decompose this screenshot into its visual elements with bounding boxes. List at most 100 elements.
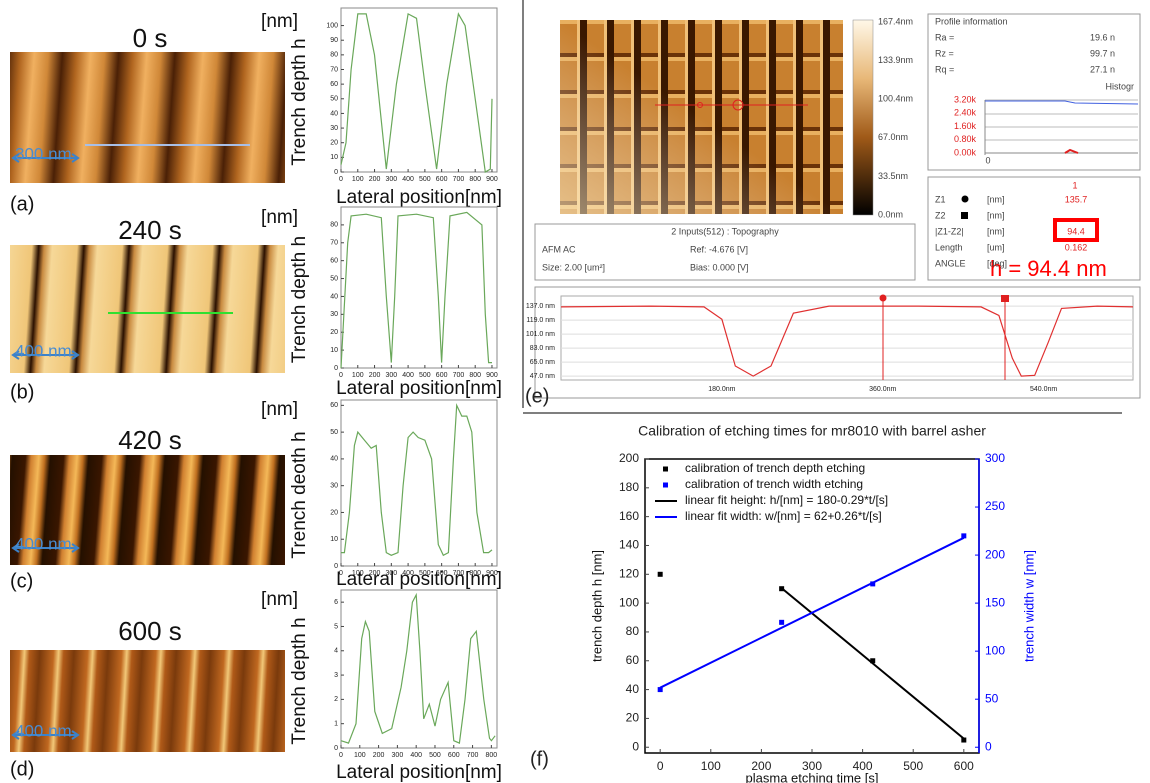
info-key: Rz = [935, 48, 954, 58]
x-tick-label: 0 [339, 372, 343, 379]
x-axis-label: Lateral position[nm] [336, 187, 502, 208]
cursor-box [927, 176, 1141, 281]
x-tick-label: 400 [402, 372, 414, 379]
x-tick-label: 0 [339, 752, 343, 759]
scale-bar-label: 300 nm [15, 144, 72, 163]
y-tick-label: 5 [334, 623, 338, 630]
cursor-marker [697, 102, 703, 108]
legend-label: linear fit height: h/[nm] = 180-0.29*t/[… [685, 493, 888, 507]
x-tick-label: 900 [486, 570, 498, 577]
input-size: Size: 2.00 [um²] [542, 262, 605, 272]
y-axis-label: Trench deoth h [289, 431, 310, 558]
x-tick-label: 540.0nm [1030, 386, 1057, 393]
cursor-marker [732, 99, 744, 111]
x-tick-label: 200 [369, 570, 381, 577]
y-tick-label: 80 [626, 624, 640, 638]
x-tick-label: 300 [385, 176, 397, 183]
hist-tick-label: 2.40k [954, 108, 977, 118]
panel-title: 240 s [118, 215, 182, 245]
legend-swatch [663, 466, 668, 472]
y-axis-unit: [nm] [261, 589, 298, 610]
x-tick-label: 100 [701, 759, 721, 773]
panel-label: (d) [10, 758, 34, 780]
y-tick-label: 50 [330, 429, 338, 436]
afm-image [10, 455, 285, 565]
info-value: 27.1 n [1090, 64, 1115, 74]
cursor-cell: Z1 [935, 194, 946, 204]
legend-label: calibration of trench depth etching [685, 461, 865, 475]
y-tick-label: 10 [330, 536, 338, 543]
plot-area [340, 206, 498, 369]
plot-area [340, 589, 498, 749]
y-tick-label: 4 [334, 648, 338, 655]
data-point [657, 571, 663, 577]
y-axis-unit: [nm] [261, 207, 298, 228]
y-tick-label: 60 [330, 258, 338, 265]
legend-label: linear fit width: w/[nm] = 62+0.26*t/[s] [685, 509, 882, 523]
x-tick-label: 300 [385, 372, 397, 379]
x-axis-label: Lateral position[nm] [336, 378, 502, 399]
x-tick-label: 300 [802, 759, 822, 773]
cursor-cell: Z2 [935, 210, 946, 220]
info-key: Rq = [935, 64, 954, 74]
x-axis-label: Lateral position[nm] [336, 762, 502, 783]
cursor-cell: [nm] [987, 194, 1005, 204]
y-tick-label: 3 [334, 672, 338, 679]
y-tick-label: 119.0 nm [526, 317, 555, 324]
info-value: 19.6 n [1090, 32, 1115, 42]
x-tick-label: 100 [352, 570, 364, 577]
y-tick-label: 1 [334, 721, 338, 728]
y-tick-label: 20 [330, 329, 338, 336]
colorbar-tick-label: 67.0nm [878, 132, 908, 142]
y-axis-label: Trench depth h [289, 617, 310, 744]
x-tick-label: 0 [339, 570, 343, 577]
x-tick-label: 500 [419, 372, 431, 379]
histogram-line [985, 100, 1139, 105]
x-tick-label: 800 [469, 372, 481, 379]
x-tick-label: 0 [657, 759, 664, 773]
panel-label: (a) [10, 193, 34, 215]
x-tick-label: 400 [853, 759, 873, 773]
plot-area [560, 295, 1134, 381]
scale-bar-label: 400 nm [15, 341, 72, 360]
y-tick-label: 2 [334, 696, 338, 703]
input-title: 2 Inputs(512) : Topography [671, 226, 779, 236]
input-mode: AFM AC [542, 244, 576, 254]
x-tick-label: 900 [486, 372, 498, 379]
panel-title: 600 s [118, 616, 182, 646]
y-tick-label: 60 [626, 653, 640, 667]
y-tick-label: 30 [330, 311, 338, 318]
y2-tick-label: 100 [985, 643, 1005, 657]
data-point [961, 737, 967, 743]
hist-tick-label: 3.20k [954, 94, 977, 104]
y-tick-label: 40 [330, 456, 338, 463]
z2-icon [961, 212, 968, 219]
data-point [961, 533, 967, 539]
highlight-box [1053, 218, 1099, 242]
cursor-marker [879, 294, 887, 302]
x-tick-label: 100 [352, 372, 364, 379]
legend-label: calibration of trench width etching [685, 477, 863, 491]
x-tick-label: 700 [467, 752, 479, 759]
data-line [659, 536, 965, 689]
afm-image [10, 245, 285, 373]
x-tick-label: 700 [453, 176, 465, 183]
y-tick-label: 0 [632, 739, 639, 753]
scale-bar-label: 400 nm [15, 721, 72, 740]
hist-tick-label: 1.60k [954, 121, 977, 131]
panel-label: (f) [530, 748, 549, 770]
y-tick-label: 0 [334, 365, 338, 372]
x-tick-label: 900 [486, 176, 498, 183]
y-tick-label: 90 [330, 37, 338, 44]
plot-area [340, 399, 498, 567]
x-tick-label: 100 [354, 752, 366, 759]
colorbar-tick-label: 33.5nm [878, 171, 908, 181]
y-tick-label: 70 [330, 240, 338, 247]
y-axis-unit: [nm] [261, 399, 298, 420]
panel-label: (c) [10, 570, 33, 592]
cursor-header: 1 [1072, 180, 1077, 190]
x-tick-label: 200 [369, 176, 381, 183]
x-tick-label: 700 [453, 372, 465, 379]
hist-x-tick: 0 [985, 155, 990, 165]
x-tick-label: 800 [469, 176, 481, 183]
